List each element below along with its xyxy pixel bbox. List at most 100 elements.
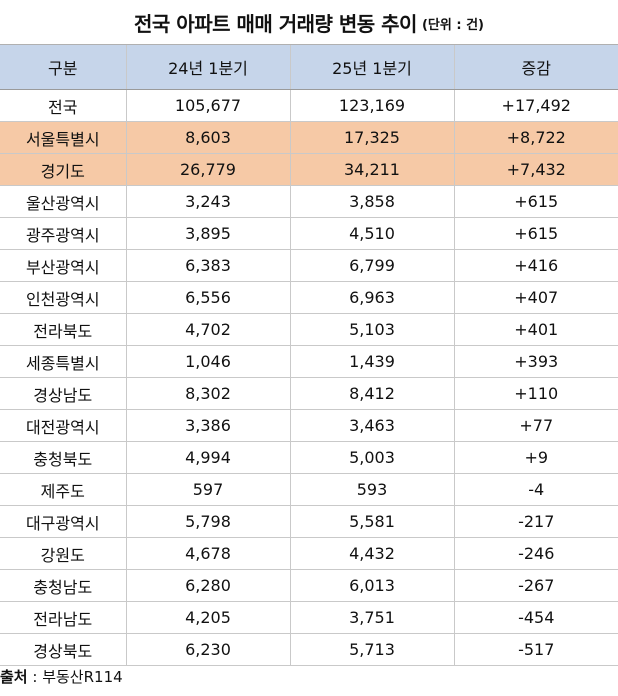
cell-change: +17,492 [453,89,618,122]
table-row: 울산광역시 3,243 3,858 +615 [0,185,618,218]
table-row: 강원도 4,678 4,432 -246 [0,537,618,570]
cell-change: -246 [453,537,618,570]
cell-q1-2025: 5,581 [289,505,454,538]
cell-change: +615 [453,217,618,250]
header-region: 구분 [0,44,126,90]
cell-q1-2025: 6,799 [289,249,454,282]
cell-q1-2025: 5,713 [289,633,454,666]
cell-change: +615 [453,185,618,218]
cell-region: 제주도 [0,473,126,506]
table-body: 전국 105,677 123,169 +17,492 서울특별시 8,603 17,325 +… [0,89,618,666]
cell-change: +7,432 [453,153,618,186]
cell-q1-2025: 5,003 [289,441,454,474]
cell-q1-2024: 4,994 [125,441,290,474]
cell-q1-2024: 4,205 [125,601,290,634]
cell-q1-2025: 8,412 [289,377,454,410]
table-title: 전국 아파트 매매 거래량 변동 추이 (단위 : 건) [0,0,618,44]
cell-q1-2024: 6,383 [125,249,290,282]
table-row: 충청남도 6,280 6,013 -267 [0,569,618,602]
table-row: 인천광역시 6,556 6,963 +407 [0,281,618,314]
title-text: 전국 아파트 매매 거래량 변동 추이 [134,11,417,36]
cell-q1-2024: 3,243 [125,185,290,218]
cell-region: 경기도 [0,153,126,186]
cell-region: 서울특별시 [0,121,126,154]
table-row: 대전광역시 3,386 3,463 +77 [0,409,618,442]
cell-change: +407 [453,281,618,314]
cell-q1-2024: 5,798 [125,505,290,538]
cell-q1-2025: 3,463 [289,409,454,442]
cell-q1-2025: 17,325 [289,121,454,154]
header-q1-2025: 25년 1분기 [289,44,454,90]
cell-q1-2024: 6,280 [125,569,290,602]
cell-region: 세종특별시 [0,345,126,378]
cell-change: +8,722 [453,121,618,154]
cell-q1-2025: 6,013 [289,569,454,602]
cell-region: 충청북도 [0,441,126,474]
cell-q1-2025: 3,751 [289,601,454,634]
cell-region: 부산광역시 [0,249,126,282]
table-row: 부산광역시 6,383 6,799 +416 [0,249,618,282]
cell-q1-2025: 5,103 [289,313,454,346]
cell-change: +77 [453,409,618,442]
table-header-row: 구분 24년 1분기 25년 1분기 증감 [0,44,618,90]
cell-q1-2025: 4,510 [289,217,454,250]
table-row: 대구광역시 5,798 5,581 -217 [0,505,618,538]
cell-change: -217 [453,505,618,538]
cell-q1-2025: 4,432 [289,537,454,570]
cell-q1-2024: 4,678 [125,537,290,570]
cell-change: -267 [453,569,618,602]
trade-volume-table: 구분 24년 1분기 25년 1분기 증감 전국 105,677 123,169 +1… [0,44,618,666]
cell-q1-2024: 8,302 [125,377,290,410]
cell-change: +416 [453,249,618,282]
cell-change: +110 [453,377,618,410]
table-row: 충청북도 4,994 5,003 +9 [0,441,618,474]
cell-change: -4 [453,473,618,506]
cell-q1-2024: 4,702 [125,313,290,346]
cell-q1-2024: 3,895 [125,217,290,250]
cell-region: 대전광역시 [0,409,126,442]
cell-region: 울산광역시 [0,185,126,218]
cell-q1-2025: 6,963 [289,281,454,314]
cell-region: 경상남도 [0,377,126,410]
cell-region: 광주광역시 [0,217,126,250]
source-note: 출처 : 부동산R114 [0,664,123,690]
table-row: 세종특별시 1,046 1,439 +393 [0,345,618,378]
cell-q1-2024: 1,046 [125,345,290,378]
cell-region: 전라남도 [0,601,126,634]
table-row: 광주광역시 3,895 4,510 +615 [0,217,618,250]
cell-q1-2025: 123,169 [289,89,454,122]
cell-region: 인천광역시 [0,281,126,314]
unit-note: (단위 : 건) [421,17,484,33]
cell-q1-2024: 597 [125,473,290,506]
table-row: 전국 105,677 123,169 +17,492 [0,89,618,122]
cell-region: 경상북도 [0,633,126,666]
cell-q1-2024: 6,230 [125,633,290,666]
cell-region: 충청남도 [0,569,126,602]
cell-q1-2024: 3,386 [125,409,290,442]
cell-region: 강원도 [0,537,126,570]
cell-q1-2024: 8,603 [125,121,290,154]
cell-change: +401 [453,313,618,346]
cell-region: 대구광역시 [0,505,126,538]
table-row: 경상남도 8,302 8,412 +110 [0,377,618,410]
cell-q1-2025: 1,439 [289,345,454,378]
table-row: 전라남도 4,205 3,751 -454 [0,601,618,634]
cell-q1-2025: 593 [289,473,454,506]
header-q1-2024: 24년 1분기 [125,44,290,90]
table-row: 제주도 597 593 -4 [0,473,618,506]
cell-q1-2024: 6,556 [125,281,290,314]
cell-change: -454 [453,601,618,634]
cell-q1-2024: 26,779 [125,153,290,186]
cell-region: 전라북도 [0,313,126,346]
cell-q1-2025: 3,858 [289,185,454,218]
table-row: 서울특별시 8,603 17,325 +8,722 [0,121,618,154]
cell-change: +9 [453,441,618,474]
cell-region: 전국 [0,89,126,122]
table-row: 경기도 26,779 34,211 +7,432 [0,153,618,186]
header-change: 증감 [453,44,618,90]
cell-change: +393 [453,345,618,378]
cell-q1-2024: 105,677 [125,89,290,122]
cell-change: -517 [453,633,618,666]
cell-q1-2025: 34,211 [289,153,454,186]
